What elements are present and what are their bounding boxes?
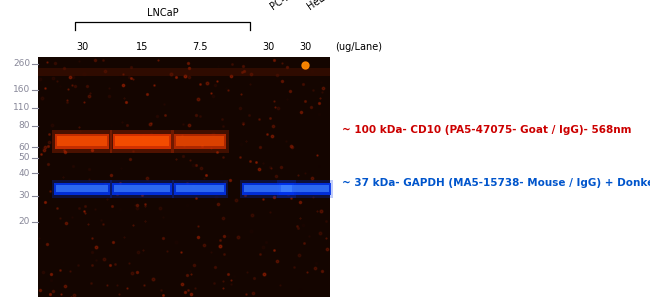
Text: 60: 60: [18, 143, 30, 151]
Text: 40: 40: [19, 168, 30, 178]
Text: 260: 260: [13, 59, 30, 69]
Bar: [240, 180, 296, 198]
Bar: [279, 183, 331, 195]
Bar: [115, 136, 169, 146]
Bar: [171, 130, 229, 153]
Text: 80: 80: [18, 121, 30, 130]
Bar: [52, 180, 112, 198]
Text: 30: 30: [299, 42, 311, 52]
Bar: [38, 57, 330, 297]
Text: LNCaP: LNCaP: [147, 8, 178, 18]
Bar: [176, 136, 224, 146]
Text: 30: 30: [262, 42, 274, 52]
Bar: [176, 185, 224, 192]
Text: 50: 50: [18, 154, 30, 162]
Text: (ug/Lane): (ug/Lane): [335, 42, 382, 52]
Bar: [38, 68, 330, 76]
Bar: [112, 183, 172, 195]
Bar: [57, 136, 107, 146]
Text: 160: 160: [13, 86, 30, 94]
Text: ~ 37 kDa- GAPDH (MA5-15738- Mouse / IgG) + Donkey anti-Mouse (A32789- 800nm): ~ 37 kDa- GAPDH (MA5-15738- Mouse / IgG)…: [342, 178, 650, 188]
Text: 20: 20: [19, 217, 30, 227]
Bar: [244, 185, 292, 192]
Text: 7.5: 7.5: [192, 42, 208, 52]
Bar: [174, 134, 226, 149]
Bar: [52, 130, 112, 153]
Bar: [242, 183, 294, 195]
Text: 110: 110: [13, 103, 30, 113]
Bar: [174, 183, 226, 195]
Bar: [114, 185, 170, 192]
Bar: [110, 180, 174, 198]
Text: PC-3: PC-3: [268, 0, 292, 12]
Text: 30: 30: [18, 192, 30, 200]
Bar: [172, 180, 228, 198]
Text: HeLa: HeLa: [305, 0, 331, 12]
Text: 15: 15: [136, 42, 148, 52]
Bar: [110, 130, 174, 153]
Bar: [281, 185, 329, 192]
Bar: [54, 183, 110, 195]
Bar: [56, 185, 108, 192]
Bar: [113, 134, 171, 149]
Bar: [277, 180, 333, 198]
Bar: [55, 134, 109, 149]
Text: ~ 100 kDa- CD10 (PA5-47075- Goat / IgG)- 568nm: ~ 100 kDa- CD10 (PA5-47075- Goat / IgG)-…: [342, 125, 632, 135]
Text: 30: 30: [76, 42, 88, 52]
